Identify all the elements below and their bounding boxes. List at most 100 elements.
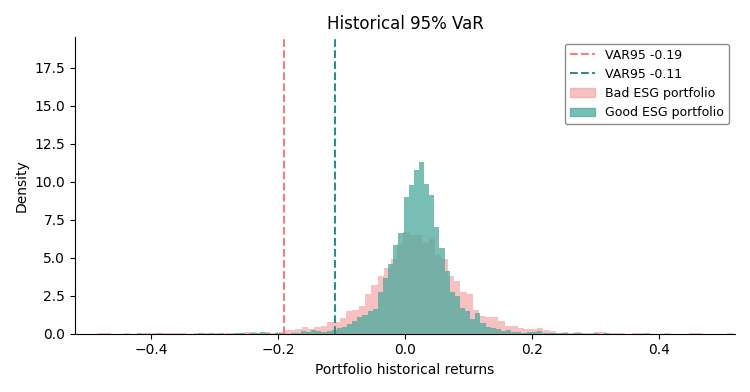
- Bar: [594, 332, 600, 334]
- Bar: [496, 329, 501, 334]
- Bar: [337, 328, 342, 334]
- Bar: [397, 244, 404, 334]
- Bar: [619, 333, 626, 334]
- Bar: [326, 331, 332, 334]
- Title: Historical 95% VaR: Historical 95% VaR: [326, 15, 484, 33]
- Bar: [316, 331, 322, 334]
- Bar: [536, 328, 543, 334]
- Bar: [524, 329, 530, 334]
- Bar: [465, 311, 470, 334]
- Bar: [289, 330, 296, 334]
- Bar: [388, 264, 393, 334]
- Bar: [352, 310, 358, 334]
- Bar: [238, 332, 244, 334]
- Bar: [213, 333, 219, 334]
- Bar: [378, 292, 383, 334]
- Bar: [537, 332, 542, 334]
- Bar: [280, 333, 286, 334]
- Bar: [358, 306, 365, 334]
- Bar: [543, 330, 549, 334]
- Bar: [470, 319, 476, 334]
- Bar: [424, 184, 429, 334]
- Bar: [454, 281, 460, 334]
- Bar: [251, 332, 257, 334]
- Bar: [422, 243, 429, 334]
- Bar: [347, 324, 352, 334]
- Bar: [521, 332, 526, 334]
- Bar: [518, 328, 524, 334]
- Bar: [291, 333, 296, 334]
- Bar: [434, 227, 439, 334]
- Bar: [155, 333, 162, 334]
- Bar: [600, 332, 607, 334]
- Bar: [352, 321, 357, 334]
- Bar: [393, 245, 398, 334]
- Bar: [445, 271, 450, 334]
- Bar: [466, 294, 473, 334]
- Bar: [512, 327, 518, 334]
- Bar: [314, 327, 321, 334]
- Bar: [481, 323, 485, 334]
- Bar: [460, 292, 466, 334]
- Bar: [505, 325, 512, 334]
- Bar: [332, 330, 337, 334]
- Bar: [429, 195, 434, 334]
- Bar: [257, 332, 263, 334]
- X-axis label: Portfolio historical returns: Portfolio historical returns: [316, 363, 495, 377]
- Bar: [384, 268, 391, 334]
- Bar: [562, 332, 568, 334]
- Bar: [327, 323, 334, 334]
- Bar: [308, 328, 314, 334]
- Bar: [526, 332, 532, 334]
- Bar: [460, 308, 465, 334]
- Bar: [365, 294, 371, 334]
- Bar: [547, 333, 552, 334]
- Bar: [440, 248, 445, 334]
- Bar: [340, 318, 346, 334]
- Bar: [499, 321, 505, 334]
- Bar: [322, 332, 326, 334]
- Bar: [492, 317, 499, 334]
- Bar: [557, 332, 562, 334]
- Bar: [568, 332, 574, 334]
- Bar: [506, 330, 512, 334]
- Bar: [296, 329, 302, 334]
- Bar: [512, 332, 516, 334]
- Bar: [404, 197, 409, 334]
- Bar: [260, 332, 265, 334]
- Bar: [454, 296, 460, 334]
- Bar: [416, 234, 422, 334]
- Bar: [574, 332, 581, 334]
- Bar: [473, 310, 479, 334]
- Bar: [450, 292, 454, 334]
- Bar: [441, 259, 448, 334]
- Bar: [378, 276, 384, 334]
- Bar: [552, 333, 557, 334]
- Bar: [556, 333, 562, 334]
- Bar: [419, 162, 424, 334]
- Bar: [342, 327, 347, 334]
- Bar: [542, 333, 547, 334]
- Bar: [334, 321, 340, 334]
- Bar: [429, 239, 435, 334]
- Bar: [244, 332, 250, 334]
- Bar: [398, 233, 404, 334]
- Bar: [371, 285, 378, 334]
- Bar: [263, 332, 270, 334]
- Bar: [404, 232, 410, 334]
- Bar: [311, 330, 316, 334]
- Bar: [232, 333, 238, 334]
- Bar: [306, 332, 311, 334]
- Bar: [448, 276, 454, 334]
- Bar: [516, 332, 521, 334]
- Bar: [368, 311, 373, 334]
- Bar: [409, 185, 414, 334]
- Bar: [373, 309, 378, 334]
- Bar: [301, 332, 306, 334]
- Bar: [283, 330, 289, 334]
- Bar: [479, 316, 486, 334]
- Bar: [346, 311, 352, 334]
- Bar: [275, 333, 280, 334]
- Bar: [587, 333, 594, 334]
- Bar: [485, 327, 490, 334]
